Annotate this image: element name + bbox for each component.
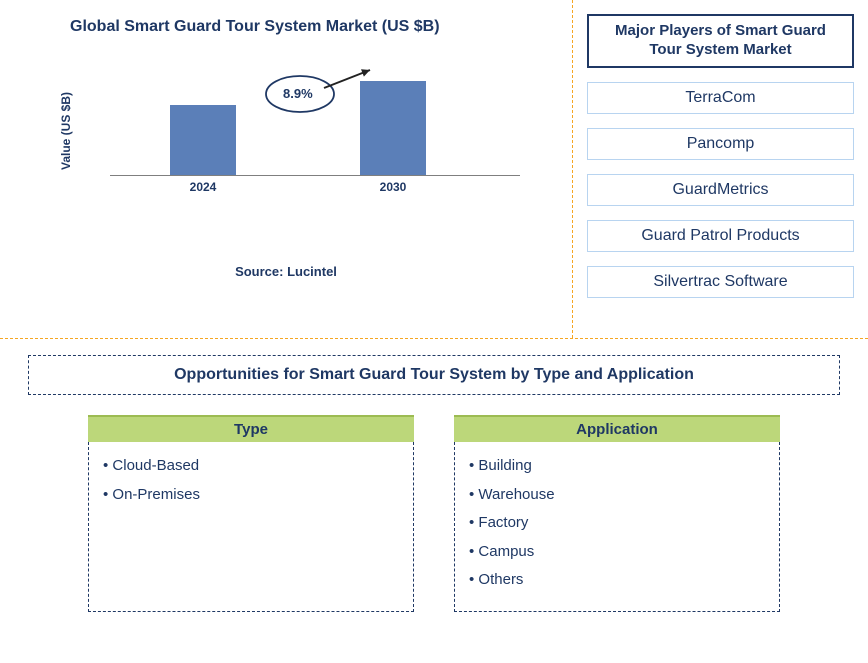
opp-item: Cloud-Based	[103, 452, 399, 481]
opp-column-body: Cloud-BasedOn-Premises	[88, 442, 414, 612]
opp-column-header: Application	[454, 415, 780, 442]
growth-label: 8.9%	[283, 86, 313, 101]
player-box: Pancomp	[587, 128, 854, 160]
player-list: TerraCom Pancomp GuardMetrics Guard Patrol …	[587, 82, 854, 298]
player-box: GuardMetrics	[587, 174, 854, 206]
player-box: TerraCom	[587, 82, 854, 114]
bar-chart: Value (US $B) 8.9% 20242030	[110, 46, 520, 216]
players-header: Major Players of Smart Guard Tour System…	[587, 14, 854, 68]
opportunities-columns: TypeCloud-BasedOn-PremisesApplicationBui…	[28, 415, 840, 612]
opp-column: ApplicationBuildingWarehouseFactoryCampu…	[454, 415, 780, 612]
opp-column-header: Type	[88, 415, 414, 442]
x-label: 2024	[170, 180, 236, 194]
y-axis-label: Value (US $B)	[59, 92, 73, 170]
bar-2030	[360, 81, 426, 175]
players-section: Major Players of Smart Guard Tour System…	[573, 0, 868, 338]
opp-item: Building	[469, 452, 765, 481]
plot-area	[110, 46, 520, 176]
bar-2024	[170, 105, 236, 175]
opp-item: Factory	[469, 509, 765, 538]
opportunities-section: Opportunities for Smart Guard Tour Syste…	[0, 339, 868, 622]
x-label: 2030	[360, 180, 426, 194]
opp-item: Campus	[469, 538, 765, 567]
top-row: Global Smart Guard Tour System Market (U…	[0, 0, 868, 338]
chart-section: Global Smart Guard Tour System Market (U…	[0, 0, 573, 338]
opp-column-body: BuildingWarehouseFactoryCampusOthers	[454, 442, 780, 612]
source-label: Source: Lucintel	[10, 264, 562, 279]
opp-item: On-Premises	[103, 481, 399, 510]
opp-item: Warehouse	[469, 481, 765, 510]
opportunities-title: Opportunities for Smart Guard Tour Syste…	[28, 355, 840, 395]
player-box: Silvertrac Software	[587, 266, 854, 298]
opp-column: TypeCloud-BasedOn-Premises	[88, 415, 414, 612]
opp-item: Others	[469, 566, 765, 595]
chart-title: Global Smart Guard Tour System Market (U…	[70, 18, 562, 36]
player-box: Guard Patrol Products	[587, 220, 854, 252]
